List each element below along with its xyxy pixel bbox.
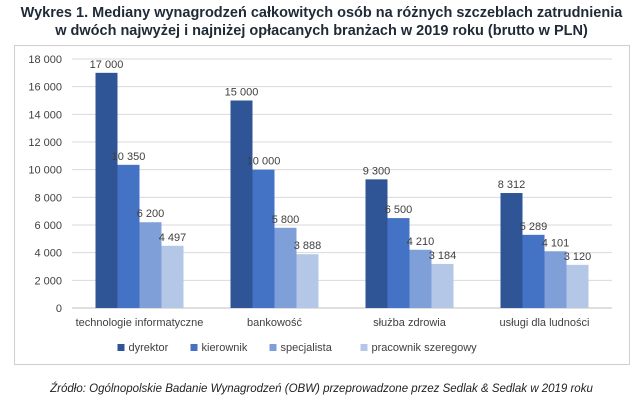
legend-label: dyrektor: [129, 342, 169, 354]
bar: [252, 169, 275, 308]
bar: [161, 245, 184, 308]
data-label: 8 312: [498, 179, 526, 191]
legend-label: specjalista: [281, 342, 333, 354]
data-label: 4 497: [159, 232, 187, 244]
data-label: 6 200: [137, 208, 165, 220]
data-label: 3 120: [564, 251, 592, 263]
bar: [544, 251, 567, 308]
bar: [566, 264, 589, 308]
legend-swatch: [360, 344, 368, 351]
data-label: 5 800: [272, 214, 300, 226]
chart-title-line-2: w dwóch najwyżej i najniżej opłacanych b…: [55, 23, 588, 39]
x-category-label: bankowość: [247, 317, 303, 329]
data-label: 17 000: [90, 59, 124, 71]
bar: [365, 179, 388, 308]
y-tick-label: 6 000: [34, 220, 62, 232]
bar: [117, 164, 140, 308]
data-label: 6 500: [385, 204, 413, 216]
legend-swatch: [269, 344, 277, 351]
bar: [274, 227, 297, 308]
data-label: 10 000: [247, 156, 281, 168]
source-note: Źródło: Ogólnopolskie Badanie Wynagrodze…: [50, 383, 593, 395]
y-tick-label: 14 000: [28, 109, 62, 121]
x-category-label: usługi dla ludności: [500, 317, 590, 329]
y-tick-label: 10 000: [28, 165, 62, 177]
data-label: 3 184: [429, 250, 457, 262]
bar: [139, 222, 162, 308]
y-tick-label: 16 000: [28, 82, 62, 94]
y-tick-label: 8 000: [34, 192, 62, 204]
data-label: 5 289: [520, 221, 548, 233]
y-tick-label: 18 000: [28, 54, 62, 66]
bar: [431, 263, 454, 308]
y-tick-label: 2 000: [34, 275, 62, 287]
data-label: 15 000: [225, 87, 259, 99]
data-label: 4 210: [407, 236, 435, 248]
y-tick-label: 12 000: [28, 137, 62, 149]
legend-label: pracownik szeregowy: [372, 342, 478, 354]
legend-label: kierownik: [202, 342, 248, 354]
bar: [387, 218, 410, 308]
data-label: 4 101: [542, 237, 570, 249]
bar: [95, 72, 118, 308]
y-tick-label: 0: [56, 303, 62, 315]
data-label: 3 888: [294, 240, 322, 252]
chart-title-line-1: Wykres 1. Mediany wynagrodzeń całkowityc…: [20, 5, 623, 21]
y-tick-label: 4 000: [34, 248, 62, 260]
data-label: 10 350: [112, 151, 146, 163]
x-category-label: technologie informatyczne: [76, 317, 204, 329]
data-label: 9 300: [363, 165, 391, 177]
bar: [500, 193, 523, 308]
chart-title: Wykres 1. Mediany wynagrodzeń całkowityc…: [0, 4, 643, 40]
bar: [522, 234, 545, 308]
legend-swatch: [190, 344, 198, 351]
bar: [230, 100, 253, 308]
x-category-label: służba zdrowia: [373, 317, 447, 329]
legend-swatch: [117, 344, 125, 351]
bar: [296, 254, 319, 308]
bar: [409, 249, 432, 308]
